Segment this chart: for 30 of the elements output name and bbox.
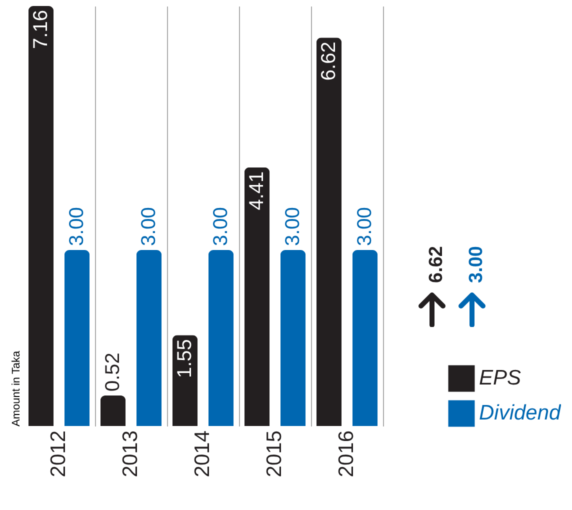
x-tick-label: 2015: [263, 430, 286, 478]
data-label: 3.00: [210, 207, 232, 246]
data-label: 0.52: [102, 352, 124, 392]
data-label: 4.41: [246, 171, 268, 210]
data-label: 3.00: [282, 207, 304, 246]
data-label: 7.16: [30, 10, 52, 49]
x-tick-label: 2014: [191, 430, 214, 478]
bar: [244, 167, 270, 426]
bar: [136, 250, 162, 426]
bar: [172, 335, 198, 426]
x-tick-label: 2012: [47, 430, 70, 478]
legend-label: EPS: [479, 366, 522, 390]
data-label: 3.00: [66, 207, 88, 246]
data-label: 6.62: [318, 42, 340, 81]
bar: [352, 250, 378, 426]
bar: [316, 38, 342, 426]
bar: [28, 6, 54, 426]
bar: [280, 250, 306, 426]
data-label: 3.00: [138, 207, 160, 246]
bar: [208, 250, 234, 426]
x-tick-label: 2016: [335, 430, 358, 478]
data-label: 3.00: [354, 207, 376, 246]
text: 3.00: [466, 246, 488, 283]
legend-label: Dividend: [479, 402, 562, 424]
bar: [100, 395, 126, 426]
y-axis-title: Amount in Taka: [10, 350, 22, 426]
bar: [64, 250, 90, 426]
data-label: 1.55: [174, 339, 196, 378]
x-tick-label: 2013: [119, 430, 142, 478]
text: 6.62: [426, 246, 448, 283]
